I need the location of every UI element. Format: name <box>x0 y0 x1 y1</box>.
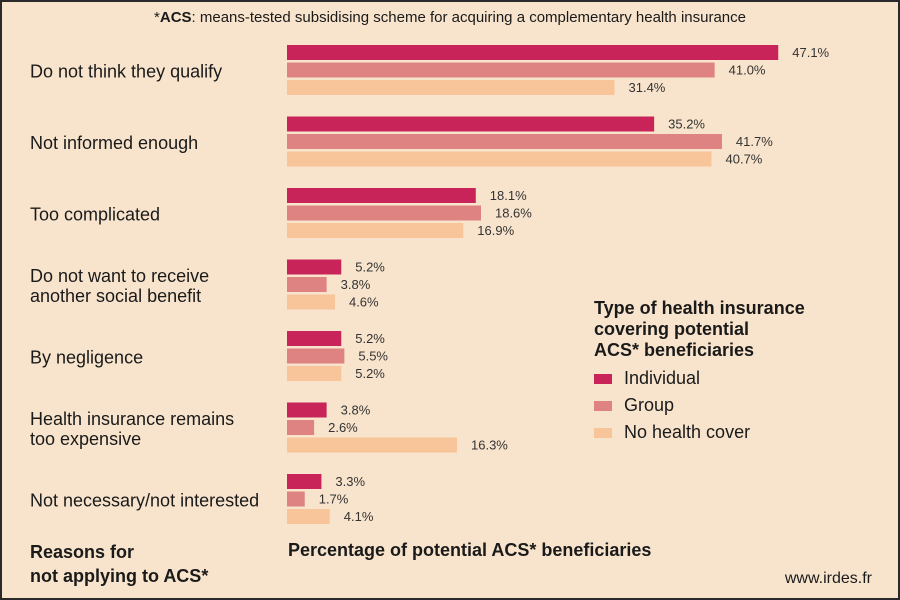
bar-individual <box>287 331 342 346</box>
category-label: Do not want to receive <box>30 266 209 286</box>
data-label: 41.7% <box>736 134 773 149</box>
note-text: : means-tested subsidising scheme for ac… <box>191 9 746 26</box>
category-label: By negligence <box>30 347 143 367</box>
bar-no-health-cover <box>287 437 458 453</box>
category-label: too expensive <box>30 429 141 449</box>
legend-title-line: Type of health insurance <box>594 298 805 318</box>
bar-no-health-cover <box>287 151 712 167</box>
footnote-definition: *ACS: means-tested subsidising scheme fo… <box>2 9 898 26</box>
bar-individual <box>287 402 327 418</box>
legend-title-line: ACS* beneficiaries <box>594 340 755 360</box>
data-label: 40.7% <box>726 152 763 167</box>
category-label: Not necessary/not interested <box>30 490 259 510</box>
bar-no-health-cover <box>287 294 335 310</box>
data-label: 5.2% <box>355 331 385 346</box>
bar-group <box>287 491 305 507</box>
data-label: 41.0% <box>729 63 766 78</box>
bar-individual <box>287 45 779 60</box>
data-label: 18.1% <box>490 188 527 203</box>
data-label: 5.5% <box>358 349 388 364</box>
legend-item: No health cover <box>594 419 834 446</box>
note-abbr: ACS <box>159 9 192 26</box>
legend-swatch <box>594 373 612 384</box>
category-label: Health insurance remains <box>30 409 234 429</box>
category-label: Do not think they qualify <box>30 61 222 81</box>
data-label: 3.8% <box>341 277 371 292</box>
legend-title-line: covering potential <box>594 319 750 339</box>
bar-individual <box>287 188 476 203</box>
legend-item: Group <box>594 392 834 419</box>
data-label: 4.1% <box>344 509 374 524</box>
data-label: 1.7% <box>319 492 349 507</box>
bar-no-health-cover <box>287 80 615 95</box>
legend-swatch <box>594 400 612 411</box>
data-label: 31.4% <box>629 80 666 95</box>
bar-individual <box>287 259 342 275</box>
legend-item: Individual <box>594 365 834 392</box>
legend-swatch <box>594 427 612 438</box>
data-label: 3.8% <box>341 403 371 418</box>
bar-individual <box>287 116 655 132</box>
x-axis-title: Percentage of potential ACS* beneficiari… <box>288 540 652 560</box>
category-label: another social benefit <box>30 286 201 306</box>
legend-items: Individual Group No health cover <box>594 365 834 446</box>
bar-group <box>287 348 345 364</box>
bar-group <box>287 205 481 221</box>
y-axis-title-line: Reasons for <box>30 542 135 562</box>
bar-no-health-cover <box>287 509 330 524</box>
bar-individual <box>287 474 322 489</box>
data-label: 5.2% <box>355 260 385 275</box>
legend-label: No health cover <box>624 422 751 442</box>
data-label: 4.6% <box>349 295 379 310</box>
data-label: 35.2% <box>668 117 705 132</box>
legend-label: Individual <box>624 368 701 388</box>
legend-label: Group <box>624 395 675 415</box>
bar-no-health-cover <box>287 223 464 238</box>
legend: Type of health insurance covering potenti… <box>594 298 834 446</box>
data-label: 5.2% <box>355 366 385 381</box>
y-axis-title: Reasons for not applying to ACS* <box>30 540 208 588</box>
y-axis-title-line: not applying to ACS* <box>30 566 209 586</box>
data-label: 47.1% <box>792 45 829 60</box>
category-label: Not informed enough <box>30 133 198 153</box>
bar-no-health-cover <box>287 366 342 381</box>
data-label: 16.9% <box>477 223 514 238</box>
note-prefix: * <box>154 9 160 26</box>
legend-title: Type of health insurance covering potenti… <box>594 298 834 361</box>
bar-group <box>287 62 715 78</box>
bar-group <box>287 277 327 292</box>
source-url: www.irdes.fr <box>784 570 872 587</box>
bar-group <box>287 134 722 149</box>
bar-group <box>287 420 315 435</box>
category-label: Too complicated <box>30 204 160 224</box>
data-label: 2.6% <box>328 420 358 435</box>
data-label: 3.3% <box>335 474 365 489</box>
data-label: 18.6% <box>495 206 532 221</box>
data-label: 16.3% <box>471 438 508 453</box>
